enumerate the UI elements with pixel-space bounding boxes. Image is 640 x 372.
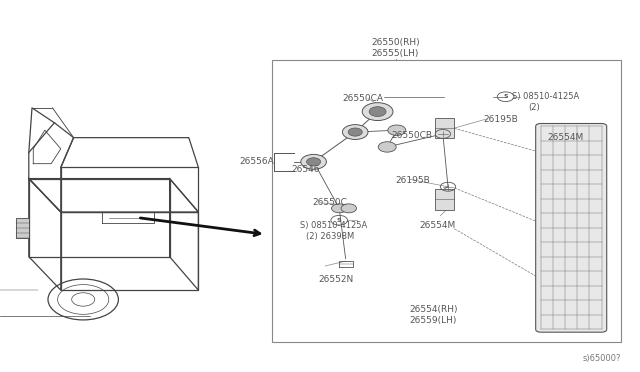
Text: 26546: 26546 [291,165,320,174]
Bar [272,60,621,342]
Circle shape [348,128,362,136]
Text: S) 08510-4125A: S) 08510-4125A [300,221,367,230]
Text: 26550(RH): 26550(RH) [371,38,420,47]
Circle shape [332,204,347,213]
Text: (2): (2) [529,103,540,112]
Text: 26554M: 26554M [547,133,584,142]
Circle shape [369,107,386,116]
Text: s)65000?: s)65000? [582,354,621,363]
Circle shape [378,142,396,152]
Text: 26550C: 26550C [312,198,347,207]
Circle shape [362,103,393,121]
Text: 26195B: 26195B [396,176,430,185]
Text: 26554M: 26554M [419,221,456,230]
Text: 26550CA: 26550CA [342,94,383,103]
Circle shape [301,154,326,169]
FancyBboxPatch shape [536,124,607,332]
Text: 26559(LH): 26559(LH) [410,316,457,325]
Circle shape [307,158,321,166]
Circle shape [342,125,368,140]
Text: 26552N: 26552N [319,275,354,283]
Bar [435,189,454,210]
Text: S: S [337,218,342,223]
Text: 26555(LH): 26555(LH) [372,49,419,58]
Bar [435,118,454,138]
Text: S: S [503,94,508,99]
Circle shape [388,125,406,135]
Bar [16,218,29,238]
Text: 26550CB: 26550CB [392,131,433,140]
Text: 26195B: 26195B [483,115,518,124]
Text: 26556A: 26556A [239,157,274,166]
Text: 26554(RH): 26554(RH) [410,305,458,314]
Text: (2) 26398M: (2) 26398M [306,232,354,241]
Text: S) 08510-4125A: S) 08510-4125A [512,92,579,101]
Circle shape [341,204,356,213]
